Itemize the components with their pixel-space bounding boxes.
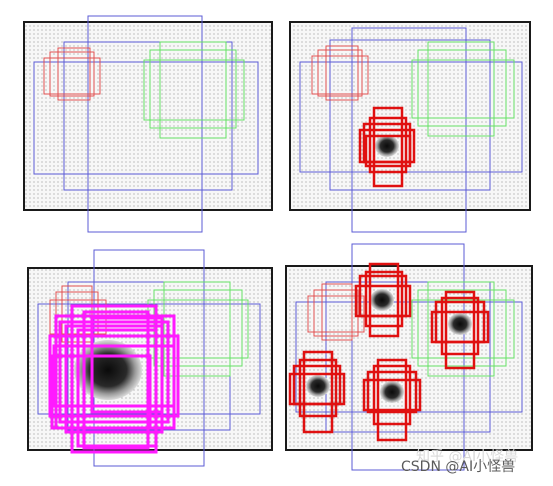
csdn-watermark: CSDN @AI小怪兽: [401, 459, 516, 475]
anchor-boxes-red: [307, 283, 365, 341]
anchor-boxes-red: [311, 45, 369, 101]
detection-boxes-red: [288, 262, 490, 442]
panel-top-left: [23, 15, 273, 233]
anchor-boxes-green: [411, 281, 515, 377]
anchor-boxes-red: [43, 47, 101, 101]
detection-boxes-red: [358, 106, 416, 188]
anchor-boxes-green: [143, 41, 245, 139]
zhihu-watermark: 知乎 @AI小怪兽: [416, 449, 519, 465]
detected-object: [375, 135, 399, 157]
detection-boxes-magenta: [48, 304, 180, 454]
panel-bottom-left: [27, 249, 273, 467]
panel-bottom-right: [285, 243, 533, 471]
anchor-boxes-blue: [33, 15, 259, 233]
panel-top-right: [289, 21, 531, 233]
detected-objects: [306, 289, 472, 403]
anchor-boxes-blue: [299, 27, 523, 233]
anchor-boxes-green: [411, 41, 515, 137]
